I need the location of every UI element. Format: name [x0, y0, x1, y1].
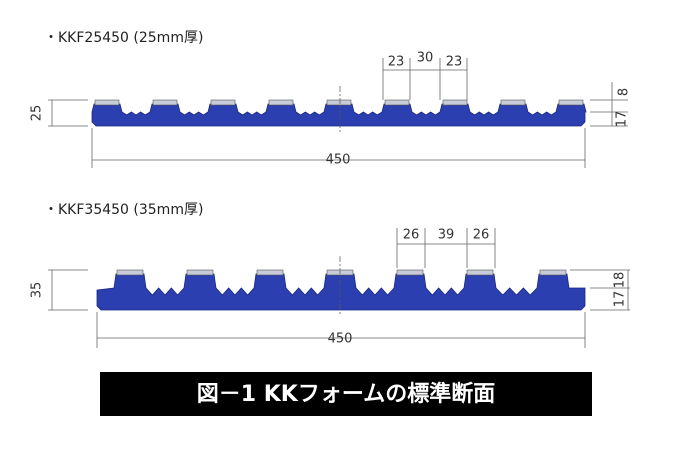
dimension-line	[570, 269, 630, 311]
profile	[96, 256, 586, 316]
dimension-text: 8	[617, 88, 632, 96]
tooth-cap	[152, 99, 178, 106]
dimension-line	[382, 58, 468, 100]
foam-body	[91, 103, 587, 127]
tooth-cap	[116, 269, 144, 276]
dimension-line	[396, 228, 496, 268]
tooth-cap	[558, 99, 584, 106]
tooth-cap	[210, 99, 236, 106]
tooth-cap	[442, 99, 468, 106]
caption: 図－1 KKフォームの標準断面	[197, 381, 495, 407]
tooth-cap	[256, 269, 284, 276]
caption-box	[100, 372, 592, 416]
dimension-text: 23	[446, 55, 463, 70]
dimension-text: 30	[417, 51, 434, 66]
tooth-cap	[466, 269, 494, 276]
dimension-text: 450	[326, 153, 351, 168]
dimension-text: 17	[615, 111, 630, 128]
dimension-text: 450	[328, 332, 353, 347]
tooth-cap	[539, 269, 567, 276]
tooth-cap	[384, 99, 410, 106]
dimension-line	[590, 82, 628, 127]
dimension-text: 17	[613, 291, 628, 308]
profile	[91, 86, 587, 132]
tooth-cap	[396, 269, 424, 276]
tooth-cap	[94, 99, 120, 106]
tooth-cap	[500, 99, 526, 106]
dimension-line	[48, 269, 88, 311]
dimension-text: 26	[403, 228, 420, 243]
dimension-line	[96, 312, 586, 348]
dimension-text: 25	[30, 105, 45, 122]
section-label: ・KKF35450 (35mm厚)	[44, 202, 203, 218]
tooth-cap	[268, 99, 294, 106]
dimension-text: 35	[30, 282, 45, 299]
dimension-text: 23	[388, 55, 405, 70]
dimension-line	[48, 99, 88, 127]
dimension-line	[91, 128, 586, 168]
dimension-text: 26	[473, 228, 490, 243]
tooth-cap	[326, 99, 352, 106]
dimension-text: 39	[438, 228, 455, 243]
foam-body	[96, 273, 586, 311]
tooth-cap	[186, 269, 214, 276]
dimension-text: 18	[613, 272, 628, 289]
section-label: ・KKF25450 (25mm厚)	[44, 30, 203, 46]
